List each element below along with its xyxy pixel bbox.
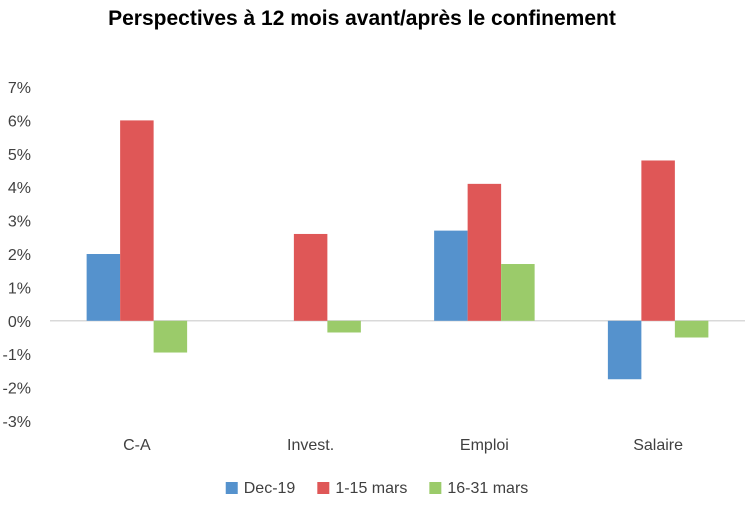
y-tick-label: 2% <box>8 247 31 264</box>
y-tick-label: 1% <box>8 280 31 297</box>
legend-item[interactable]: 16-31 mars <box>429 480 528 497</box>
y-axis: -3% -2% -1% 0% 1% 2% 3% 4% 5% 6% 7% <box>3 80 31 431</box>
bar-16-31-mars-c-a[interactable] <box>153 320 188 353</box>
legend[interactable]: Dec-19 1-15 mars 16-31 mars <box>225 480 529 497</box>
y-tick-label: 7% <box>8 80 31 97</box>
bar-1-15-mars-invest-[interactable] <box>293 233 328 321</box>
bar-1-15-mars-salaire[interactable] <box>641 160 675 321</box>
bar-1-15-mars-emploi[interactable] <box>467 183 502 321</box>
bar-16-31-mars-emploi[interactable] <box>501 264 535 321</box>
y-tick-label: -3% <box>3 414 31 431</box>
y-tick-label: 6% <box>8 113 31 130</box>
x-category-label: C-A <box>123 437 151 454</box>
chart-title: Perspectives à 12 mois avant/après le co… <box>108 7 616 30</box>
x-category-label: Invest. <box>287 437 334 454</box>
legend-label: Dec-19 <box>244 480 296 497</box>
y-tick-label: -1% <box>3 347 31 364</box>
bars-group <box>86 120 709 380</box>
y-tick-label: -2% <box>3 381 31 398</box>
bar-16-31-mars-salaire[interactable] <box>674 320 709 338</box>
legend-swatch <box>429 482 442 494</box>
legend-label: 1-15 mars <box>335 480 407 497</box>
bar-1-15-mars-c-a[interactable] <box>120 120 154 321</box>
y-tick-label: 3% <box>8 214 31 231</box>
x-category-label: Emploi <box>460 437 509 454</box>
bar-16-31-mars-invest-[interactable] <box>327 320 361 333</box>
x-axis: C-A Invest. Emploi Salaire <box>123 437 683 454</box>
legend-swatch <box>225 482 238 494</box>
y-tick-label: 5% <box>8 147 31 164</box>
bar-dec-19-salaire[interactable] <box>607 320 642 380</box>
legend-item[interactable]: 1-15 mars <box>317 480 407 497</box>
y-tick-label: 4% <box>8 180 31 197</box>
legend-item[interactable]: Dec-19 <box>225 480 296 497</box>
legend-swatch <box>317 482 330 494</box>
bar-dec-19-emploi[interactable] <box>434 230 468 321</box>
y-tick-label: 0% <box>8 314 31 331</box>
bar-dec-19-c-a[interactable] <box>86 254 121 321</box>
legend-label: 16-31 mars <box>447 480 528 497</box>
x-category-label: Salaire <box>633 437 683 454</box>
